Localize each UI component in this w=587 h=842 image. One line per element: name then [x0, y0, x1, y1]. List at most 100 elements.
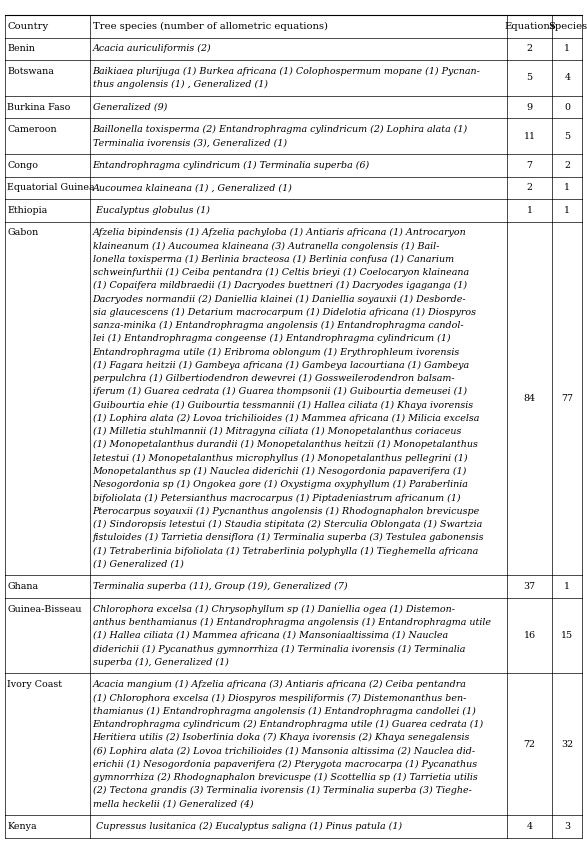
- Text: Entandrophragma cylindricum (1) Terminalia superba (6): Entandrophragma cylindricum (1) Terminal…: [93, 161, 370, 170]
- Text: Entandrophragma utile (1) Eribroma oblongum (1) Erythrophleum ivorensis: Entandrophragma utile (1) Eribroma oblon…: [93, 348, 460, 357]
- Text: iferum (1) Guarea cedrata (1) Guarea thompsonii (1) Guibourtia demeusei (1): iferum (1) Guarea cedrata (1) Guarea tho…: [93, 387, 467, 397]
- Text: (1) Generalized (1): (1) Generalized (1): [93, 560, 183, 568]
- Text: Kenya: Kenya: [7, 822, 36, 831]
- Text: erichii (1) Nesogordonia papaverifera (2) Pterygota macrocarpa (1) Pycanathus: erichii (1) Nesogordonia papaverifera (2…: [93, 759, 477, 769]
- Bar: [5, 575, 582, 598]
- Bar: [5, 199, 582, 221]
- Bar: [5, 38, 582, 60]
- Text: 3: 3: [564, 822, 571, 831]
- Text: bifoliolata (1) Petersianthus macrocarpus (1) Piptadeniastrum africanum (1): bifoliolata (1) Petersianthus macrocarpu…: [93, 493, 460, 503]
- Text: schweinfurthii (1) Ceiba pentandra (1) Celtis brieyi (1) Coelocaryon klaineana: schweinfurthii (1) Ceiba pentandra (1) C…: [93, 268, 468, 277]
- Text: Monopetalanthus sp (1) Nauclea diderichii (1) Nesogordonia papaverifera (1): Monopetalanthus sp (1) Nauclea diderichi…: [93, 466, 467, 476]
- Text: Burkina Faso: Burkina Faso: [7, 103, 70, 112]
- Text: 77: 77: [561, 394, 573, 403]
- Text: 37: 37: [524, 582, 536, 591]
- Bar: [5, 119, 582, 154]
- Text: Generalized (9): Generalized (9): [93, 103, 167, 112]
- Text: 2: 2: [527, 184, 533, 192]
- Bar: [5, 154, 582, 177]
- Text: anthus benthamianus (1) Entandrophragma angolensis (1) Entandrophragma utile: anthus benthamianus (1) Entandrophragma …: [93, 618, 491, 627]
- Text: Botswana: Botswana: [7, 67, 54, 76]
- Text: Cameroon: Cameroon: [7, 125, 57, 134]
- Text: (1) Sindoropsis letestui (1) Staudia stipitata (2) Sterculia Oblongata (1) Swart: (1) Sindoropsis letestui (1) Staudia sti…: [93, 520, 482, 529]
- Text: Equatorial Guinea: Equatorial Guinea: [7, 184, 95, 192]
- Text: 2: 2: [527, 45, 533, 53]
- Text: Afzelia bipindensis (1) Afzelia pachyloba (1) Antiaris africana (1) Antrocaryon: Afzelia bipindensis (1) Afzelia pachylob…: [93, 228, 466, 237]
- Text: (1) Tetraberlinia bifoliolata (1) Tetraberlinia polyphylla (1) Tieghemella afric: (1) Tetraberlinia bifoliolata (1) Tetrab…: [93, 546, 478, 556]
- Text: Acacia mangium (1) Afzelia africana (3) Antiaris africana (2) Ceiba pentandra: Acacia mangium (1) Afzelia africana (3) …: [93, 680, 467, 690]
- Text: 72: 72: [524, 740, 536, 749]
- Text: sanza-minika (1) Entandrophragma angolensis (1) Entandrophragma candol-: sanza-minika (1) Entandrophragma angolen…: [93, 321, 463, 330]
- Text: Pterocarpus soyauxii (1) Pycnanthus angolensis (1) Rhodognaphalon brevicuspe: Pterocarpus soyauxii (1) Pycnanthus ango…: [93, 507, 480, 516]
- Text: 1: 1: [527, 205, 533, 215]
- Text: Species: Species: [548, 22, 587, 31]
- Text: (6) Lophira alata (2) Lovoa trichilioides (1) Mansonia altissima (2) Nauclea did: (6) Lophira alata (2) Lovoa trichilioide…: [93, 747, 475, 755]
- Text: 4: 4: [527, 822, 533, 831]
- Bar: [5, 221, 582, 575]
- Bar: [5, 598, 582, 674]
- Text: Guinea-Bisseau: Guinea-Bisseau: [7, 605, 82, 614]
- Text: 4: 4: [564, 73, 571, 83]
- Text: 5: 5: [564, 131, 571, 141]
- Text: Guibourtia ehie (1) Guibourtia tessmannii (1) Hallea ciliata (1) Khaya ivorensis: Guibourtia ehie (1) Guibourtia tessmanni…: [93, 401, 473, 410]
- Bar: [5, 177, 582, 199]
- Text: Chlorophora excelsa (1) Chrysophyllum sp (1) Daniellia ogea (1) Distemon-: Chlorophora excelsa (1) Chrysophyllum sp…: [93, 605, 454, 614]
- Text: perpulchra (1) Gilbertiodendron dewevrei (1) Gossweilerodendron balsam-: perpulchra (1) Gilbertiodendron dewevrei…: [93, 374, 454, 383]
- Text: Aucoumea klaineana (1) , Generalized (1): Aucoumea klaineana (1) , Generalized (1): [93, 184, 292, 192]
- Text: letestui (1) Monopetalanthus microphyllus (1) Monopetalanthus pellegrini (1): letestui (1) Monopetalanthus microphyllu…: [93, 454, 467, 463]
- Text: 1: 1: [564, 184, 571, 192]
- Text: 1: 1: [564, 582, 571, 591]
- Text: (1) Milletia stuhlmannii (1) Mitragyna ciliata (1) Monopetalanthus coriaceus: (1) Milletia stuhlmannii (1) Mitragyna c…: [93, 427, 461, 436]
- Text: Equations: Equations: [504, 22, 555, 31]
- Text: fistuloides (1) Tarrietia densiflora (1) Terminalia superba (3) Testulea gabonen: fistuloides (1) Tarrietia densiflora (1)…: [93, 533, 484, 542]
- Text: Country: Country: [7, 22, 48, 31]
- Text: (1) Hallea ciliata (1) Mammea africana (1) Mansoniaaltissima (1) Nauclea: (1) Hallea ciliata (1) Mammea africana (…: [93, 632, 448, 640]
- Bar: [5, 674, 582, 815]
- Text: (1) Lophira alata (2) Lovoa trichilioides (1) Mammea africana (1) Milicia excels: (1) Lophira alata (2) Lovoa trichilioide…: [93, 413, 479, 423]
- Text: sia glaucescens (1) Detarium macrocarpum (1) Didelotia africana (1) Diospyros: sia glaucescens (1) Detarium macrocarpum…: [93, 308, 475, 317]
- Text: 11: 11: [524, 131, 536, 141]
- Bar: [5, 96, 582, 119]
- Text: (2) Tectona grandis (3) Terminalia ivorensis (1) Terminalia superba (3) Tieghe-: (2) Tectona grandis (3) Terminalia ivore…: [93, 786, 471, 796]
- Text: Gabon: Gabon: [7, 228, 38, 237]
- Text: Cupressus lusitanica (2) Eucalyptus saligna (1) Pinus patula (1): Cupressus lusitanica (2) Eucalyptus sali…: [93, 822, 402, 831]
- Text: thus angolensis (1) , Generalized (1): thus angolensis (1) , Generalized (1): [93, 80, 268, 89]
- Text: Nesogordonia sp (1) Ongokea gore (1) Oxystigma oxyphyllum (1) Paraberlinia: Nesogordonia sp (1) Ongokea gore (1) Oxy…: [93, 480, 468, 489]
- Text: lonella toxisperma (1) Berlinia bracteosa (1) Berlinia confusa (1) Canarium: lonella toxisperma (1) Berlinia bracteos…: [93, 255, 454, 264]
- Text: gymnorrhiza (2) Rhodognaphalon brevicuspe (1) Scottellia sp (1) Tarrietia utilis: gymnorrhiza (2) Rhodognaphalon brevicusp…: [93, 773, 477, 782]
- Text: Congo: Congo: [7, 161, 38, 170]
- Text: Dacryodes normandii (2) Daniellia klainei (1) Daniellia soyauxii (1) Desborde-: Dacryodes normandii (2) Daniellia klaine…: [93, 295, 466, 304]
- Text: 16: 16: [524, 632, 536, 640]
- Text: Ethiopia: Ethiopia: [7, 205, 48, 215]
- Text: Benin: Benin: [7, 45, 35, 53]
- Text: 1: 1: [564, 205, 571, 215]
- Text: 84: 84: [524, 394, 536, 403]
- Text: Ivory Coast: Ivory Coast: [7, 680, 62, 690]
- Text: 32: 32: [561, 740, 573, 749]
- Text: (1) Chlorophora excelsa (1) Diospyros mespiliformis (7) Distemonanthus ben-: (1) Chlorophora excelsa (1) Diospyros me…: [93, 694, 466, 702]
- Text: 7: 7: [527, 161, 533, 170]
- Text: thamianus (1) Entandrophragma angolensis (1) Entandrophragma candollei (1): thamianus (1) Entandrophragma angolensis…: [93, 706, 475, 716]
- Text: klaineanum (1) Aucoumea klaineana (3) Autranella congolensis (1) Bail-: klaineanum (1) Aucoumea klaineana (3) Au…: [93, 242, 439, 251]
- Text: Baillonella toxisperma (2) Entandrophragma cylindricum (2) Lophira alata (1): Baillonella toxisperma (2) Entandrophrag…: [93, 125, 468, 134]
- Text: lei (1) Entandrophragma congeense (1) Entandrophragma cylindricum (1): lei (1) Entandrophragma congeense (1) En…: [93, 334, 450, 344]
- Bar: [5, 815, 582, 838]
- Text: 5: 5: [527, 73, 533, 83]
- Text: Entandrophragma cylindricum (2) Entandrophragma utile (1) Guarea cedrata (1): Entandrophragma cylindricum (2) Entandro…: [93, 720, 484, 729]
- Text: (1) Copaifera mildbraedii (1) Dacryodes buettneri (1) Dacryodes igaganga (1): (1) Copaifera mildbraedii (1) Dacryodes …: [93, 281, 467, 290]
- Text: 9: 9: [527, 103, 533, 112]
- Text: Tree species (number of allometric equations): Tree species (number of allometric equat…: [93, 22, 328, 31]
- Text: Ghana: Ghana: [7, 582, 38, 591]
- Text: Baikiaea plurijuga (1) Burkea africana (1) Colophospermum mopane (1) Pycnan-: Baikiaea plurijuga (1) Burkea africana (…: [93, 67, 480, 76]
- Text: 15: 15: [561, 632, 573, 640]
- Text: 2: 2: [564, 161, 571, 170]
- Text: 0: 0: [564, 103, 571, 112]
- Text: Terminalia superba (11), Group (19), Generalized (7): Terminalia superba (11), Group (19), Gen…: [93, 582, 347, 591]
- Text: 1: 1: [564, 45, 571, 53]
- Text: Terminalia ivorensis (3), Generalized (1): Terminalia ivorensis (3), Generalized (1…: [93, 138, 286, 147]
- Text: Acacia auriculiformis (2): Acacia auriculiformis (2): [93, 45, 211, 53]
- Text: (1) Fagara heitzii (1) Gambeya africana (1) Gambeya lacourtiana (1) Gambeya: (1) Fagara heitzii (1) Gambeya africana …: [93, 361, 468, 370]
- Text: Heritiera utilis (2) Isoberlinia doka (7) Khaya ivorensis (2) Khaya senegalensis: Heritiera utilis (2) Isoberlinia doka (7…: [93, 733, 470, 743]
- Bar: [5, 60, 582, 96]
- Text: Eucalyptus globulus (1): Eucalyptus globulus (1): [93, 205, 210, 215]
